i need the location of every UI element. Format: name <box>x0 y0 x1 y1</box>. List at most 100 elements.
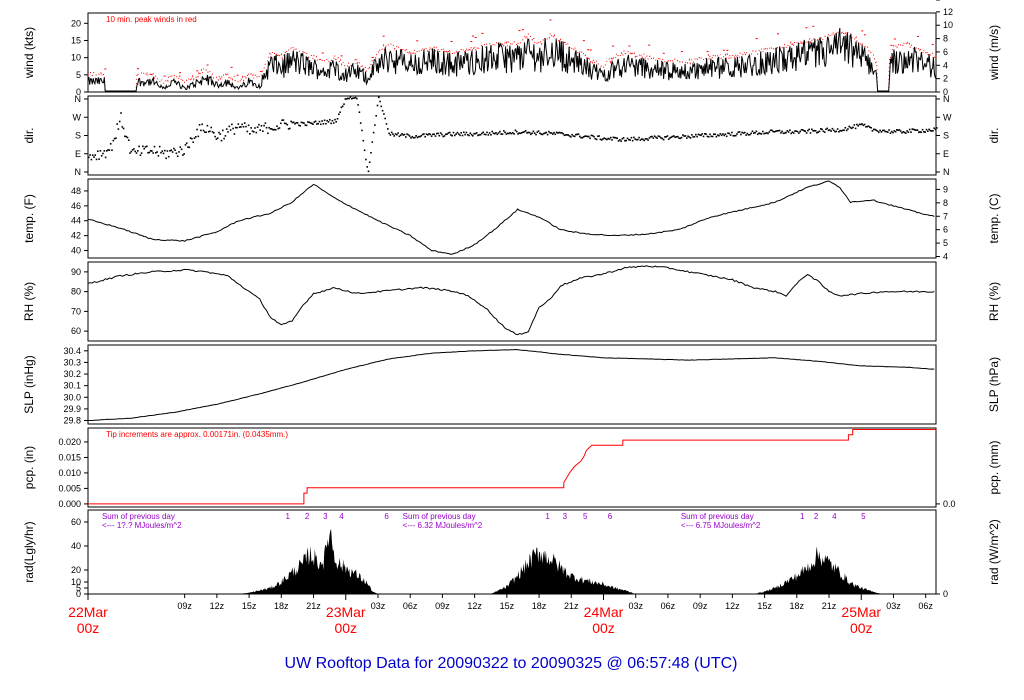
dir-point <box>767 132 769 135</box>
dir-point <box>682 134 684 136</box>
dir-point <box>325 122 327 125</box>
right-tick-label-rh: 70 <box>943 0 953 2</box>
dir-point <box>575 133 577 136</box>
dir-point <box>292 121 295 124</box>
dir-point <box>347 97 349 100</box>
dir-point <box>496 133 499 136</box>
dir-point <box>577 133 580 135</box>
dir-point <box>401 133 403 135</box>
wind-gust-mark <box>450 40 453 42</box>
dir-point <box>340 106 343 109</box>
dir-point <box>932 130 934 132</box>
dir-point <box>125 135 127 138</box>
ylabel-left-dir: dir. <box>22 127 36 143</box>
dir-point <box>599 138 602 141</box>
dir-point <box>322 123 325 125</box>
left-tick-label-temp: 48 <box>71 186 81 196</box>
dir-point <box>228 125 231 128</box>
x-tick-label: 18z <box>790 601 805 611</box>
dir-point <box>540 133 542 135</box>
dir-point <box>513 133 515 135</box>
dir-point <box>295 122 298 124</box>
dir-point <box>486 131 488 134</box>
x-date-label-22Mar: 22Mar <box>68 604 108 620</box>
dir-point <box>107 149 109 151</box>
right-tick-label-rh: 60 <box>943 0 953 2</box>
dir-point <box>832 129 835 132</box>
dir-point <box>508 132 510 135</box>
dir-point <box>510 132 513 135</box>
dir-point <box>457 133 460 135</box>
dir-point <box>153 145 156 148</box>
chart-title: UW Rooftop Data for 20090322 to 20090325… <box>285 655 738 672</box>
dir-point <box>616 137 618 140</box>
x-tick-label: 03z <box>371 601 386 611</box>
dir-point <box>490 134 492 136</box>
dir-point <box>590 134 593 137</box>
dir-point <box>680 136 683 139</box>
dir-point <box>452 131 455 134</box>
hour-mark-label: 6 <box>384 512 389 521</box>
dir-point <box>732 134 734 137</box>
dir-point <box>572 135 575 137</box>
dir-point <box>108 149 111 151</box>
dir-point <box>747 134 750 136</box>
dir-point <box>479 133 482 136</box>
dir-point <box>303 122 305 124</box>
dir-point <box>648 137 651 139</box>
dir-point <box>657 135 660 137</box>
dir-point <box>928 128 930 131</box>
dir-point <box>195 136 197 138</box>
dir-point <box>526 132 528 134</box>
dir-point <box>233 133 236 135</box>
dir-point <box>908 128 911 131</box>
dir-point <box>144 146 147 148</box>
dir-point <box>375 115 377 117</box>
left-tick-label-slp: 29.8 <box>63 416 81 426</box>
dir-point <box>634 138 636 140</box>
dir-point <box>825 128 827 131</box>
dir-point <box>707 136 710 138</box>
ylabel-right-temp: temp. (C) <box>987 193 1001 243</box>
dir-point <box>192 141 194 143</box>
hour-mark-label: 1 <box>286 512 291 521</box>
wind-gust-mark <box>890 44 893 46</box>
panel-frame-pcp <box>87 427 937 508</box>
dir-point <box>711 135 714 138</box>
dir-point <box>90 158 93 161</box>
dir-point <box>829 129 831 131</box>
dir-point <box>602 138 604 140</box>
dir-point <box>749 133 751 136</box>
dir-point <box>399 134 402 136</box>
dir-point <box>555 131 558 134</box>
wind-gust-mark <box>163 75 166 77</box>
dir-point <box>250 127 252 129</box>
dir-point <box>706 135 709 138</box>
dir-point <box>729 134 732 136</box>
dir-point <box>763 132 765 135</box>
dir-point <box>103 150 106 152</box>
dir-point <box>697 133 700 136</box>
x-date-label-22Mar-hour: 00z <box>77 620 100 636</box>
left-tick-label-rad: 60 <box>71 517 81 527</box>
dir-point <box>620 140 622 142</box>
dir-point <box>566 134 568 136</box>
dir-point <box>593 135 595 138</box>
dir-point <box>537 130 540 132</box>
dir-point <box>760 133 763 135</box>
x-tick-label: 06z <box>403 601 418 611</box>
dir-point <box>179 146 182 148</box>
dir-point <box>473 132 475 135</box>
dir-point <box>218 131 220 134</box>
left-tick-label-rh: 60 <box>71 326 81 336</box>
dir-point <box>579 135 581 138</box>
wind-gust-mark <box>206 64 209 66</box>
dir-point <box>415 135 417 137</box>
dir-point <box>240 126 242 128</box>
dir-point <box>385 123 388 125</box>
dir-point <box>875 129 877 132</box>
dir-point <box>695 133 697 136</box>
dir-point <box>716 134 719 136</box>
dir-point <box>662 138 665 141</box>
wind-gust-mark <box>648 44 651 46</box>
